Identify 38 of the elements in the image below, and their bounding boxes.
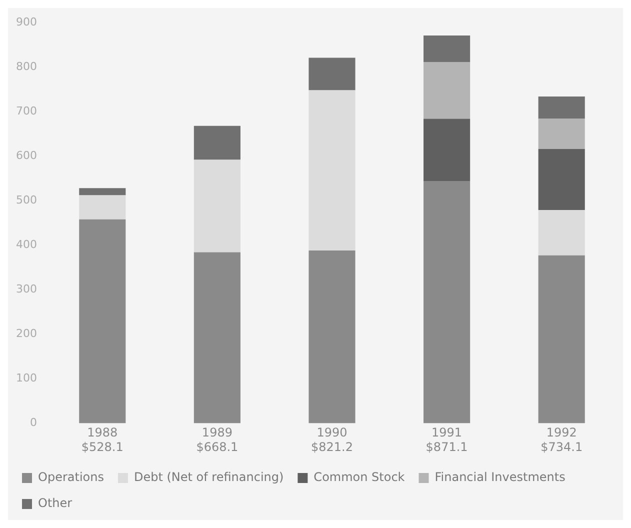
bar [424,36,470,62]
bar [538,118,585,150]
bar [79,195,126,220]
x-tick-label: 1989 $668.1 [196,426,238,454]
y-tick-label: 100 [16,372,37,385]
legend-label: Operations [38,470,104,484]
bar [424,62,470,119]
x-tick-label: 1990 $821.2 [311,426,353,454]
bar [538,255,585,424]
y-tick-label: 400 [16,238,37,252]
x-tick-label: 1992 $734.1 [540,426,583,454]
y-tick-label: 500 [16,194,37,207]
y-tick-label: 0 [30,416,37,430]
bar [538,149,585,210]
y-tick-label: 600 [16,148,37,162]
legend-label: Debt (Net of refinancing) [134,470,284,484]
y-tick-label: 800 [16,60,37,73]
bar [424,181,470,424]
x-tick-label: 1988 $528.1 [81,426,124,454]
bar [308,250,356,424]
legend-label: Financial Investments [434,470,566,484]
bar [79,219,126,424]
x-tick-label: 1991 $871.1 [426,426,468,454]
bar [194,160,240,252]
bar [194,126,240,160]
legend-label: Other [38,496,72,510]
bar [538,210,585,256]
bar [194,252,240,424]
legend-label: Common Stock [314,470,405,484]
bar [538,96,585,119]
y-tick-label: 300 [16,282,37,296]
bar [424,118,470,182]
y-tick-label: 900 [16,15,37,28]
y-tick-label: 200 [16,327,37,340]
bar [79,188,126,196]
bar [308,90,356,250]
y-tick-label: 700 [16,104,37,118]
bar [308,58,356,90]
